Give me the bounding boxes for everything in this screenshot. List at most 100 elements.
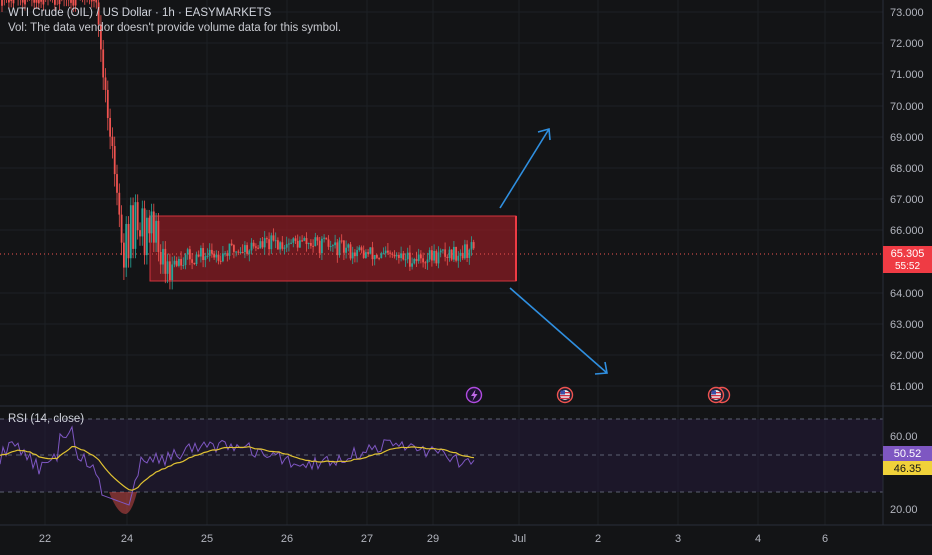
candle-body <box>378 258 380 259</box>
candle-body <box>253 243 255 247</box>
candle-body <box>202 248 204 260</box>
us-flag-event-icon[interactable] <box>558 388 573 403</box>
candle-body <box>310 243 312 246</box>
candle-body <box>155 221 157 243</box>
candle-body <box>380 253 382 258</box>
candle-body <box>70 0 72 3</box>
candle-body <box>290 243 292 244</box>
candle-body <box>374 255 376 259</box>
candle-body <box>372 247 374 259</box>
candle-body <box>266 238 268 239</box>
time-label: 4 <box>755 533 761 545</box>
lightning-event-icon[interactable] <box>467 388 482 403</box>
rsi-tick: 60.00 <box>890 431 918 443</box>
volume-note: Vol: The data vendor doesn't provide vol… <box>8 21 341 36</box>
candle-body <box>295 238 297 241</box>
us-flag-event-icon-double[interactable] <box>709 388 730 403</box>
candle-body <box>130 205 132 258</box>
candle-body <box>174 261 176 265</box>
candle-body <box>455 247 457 261</box>
candle-body <box>396 255 398 256</box>
candle-body <box>361 247 363 250</box>
candle-body <box>273 235 275 240</box>
candle-body <box>457 256 459 261</box>
candle-body <box>1 0 3 6</box>
candle-body <box>453 247 455 260</box>
candle-body <box>59 0 61 4</box>
candle-body <box>449 250 451 258</box>
candle-body <box>144 208 146 255</box>
candle-body <box>40 0 42 2</box>
candle-body <box>121 215 123 243</box>
candle-body <box>438 252 440 263</box>
candle-body <box>354 253 356 257</box>
candle-body <box>317 237 319 240</box>
candle-body <box>420 255 422 259</box>
candle-body <box>323 238 325 239</box>
rsi-legend[interactable]: RSI (14, close) <box>8 413 84 425</box>
candle-body <box>387 251 389 253</box>
candle-body <box>398 255 400 258</box>
candle-body <box>413 259 415 263</box>
candle-body <box>226 253 228 256</box>
bar-countdown: 55:52 <box>895 261 920 272</box>
symbol-legend[interactable]: WTI Crude (OIL) / US Dollar · 1h · EASYM… <box>8 6 341 36</box>
candle-body <box>275 240 277 241</box>
candle-body <box>363 250 365 258</box>
candle-body <box>440 251 442 253</box>
candle-body <box>402 253 404 259</box>
rsi-tick: 20.00 <box>890 504 918 516</box>
candle-body <box>325 238 327 240</box>
candle-body <box>162 249 164 265</box>
candle-body <box>407 253 409 260</box>
candle-body <box>451 250 453 260</box>
candle-body <box>198 255 200 257</box>
candle-body <box>297 241 299 248</box>
candle-body <box>229 244 231 256</box>
candle-body <box>211 250 213 254</box>
candle-body <box>394 255 396 257</box>
candle-body <box>471 242 473 250</box>
candle-body <box>8 0 10 2</box>
candle-body <box>109 118 111 137</box>
candle-body <box>118 193 120 215</box>
candle-body <box>255 246 257 247</box>
candle-body <box>466 244 468 258</box>
candle-body <box>400 253 402 258</box>
symbol-title[interactable]: WTI Crude (OIL) / US Dollar · 1h · EASYM… <box>8 6 341 21</box>
candle-body <box>367 252 369 254</box>
candle-body <box>277 240 279 249</box>
candle-body <box>369 247 371 253</box>
candle-body <box>268 239 270 249</box>
candle-body <box>314 237 316 246</box>
candle-body <box>137 202 139 230</box>
candle-body <box>222 253 224 261</box>
candle-body <box>178 259 180 266</box>
candle-body <box>281 242 283 249</box>
candle-body <box>33 0 35 3</box>
candle-body <box>248 250 250 253</box>
candle-body <box>409 253 411 267</box>
time-label: 3 <box>675 533 681 545</box>
candle-body <box>36 0 38 3</box>
price-tick: 70.000 <box>890 101 924 113</box>
candle-body <box>151 211 153 233</box>
candle-body <box>220 261 222 262</box>
candle-body <box>473 242 475 248</box>
candle-body <box>153 211 155 242</box>
candle-body <box>347 244 349 247</box>
candle-body <box>270 235 272 249</box>
candle-body <box>446 257 448 258</box>
price-tick: 63.000 <box>890 319 924 331</box>
price-tick: 71.000 <box>890 69 924 81</box>
time-label: 25 <box>201 533 213 545</box>
candle-body <box>405 259 407 260</box>
time-label: 24 <box>121 533 133 545</box>
candle-body <box>13 0 15 3</box>
candle-body <box>169 261 171 280</box>
time-label: 29 <box>427 533 439 545</box>
candle-body <box>246 245 248 254</box>
candle-body <box>299 240 301 247</box>
candle-body <box>207 256 209 257</box>
